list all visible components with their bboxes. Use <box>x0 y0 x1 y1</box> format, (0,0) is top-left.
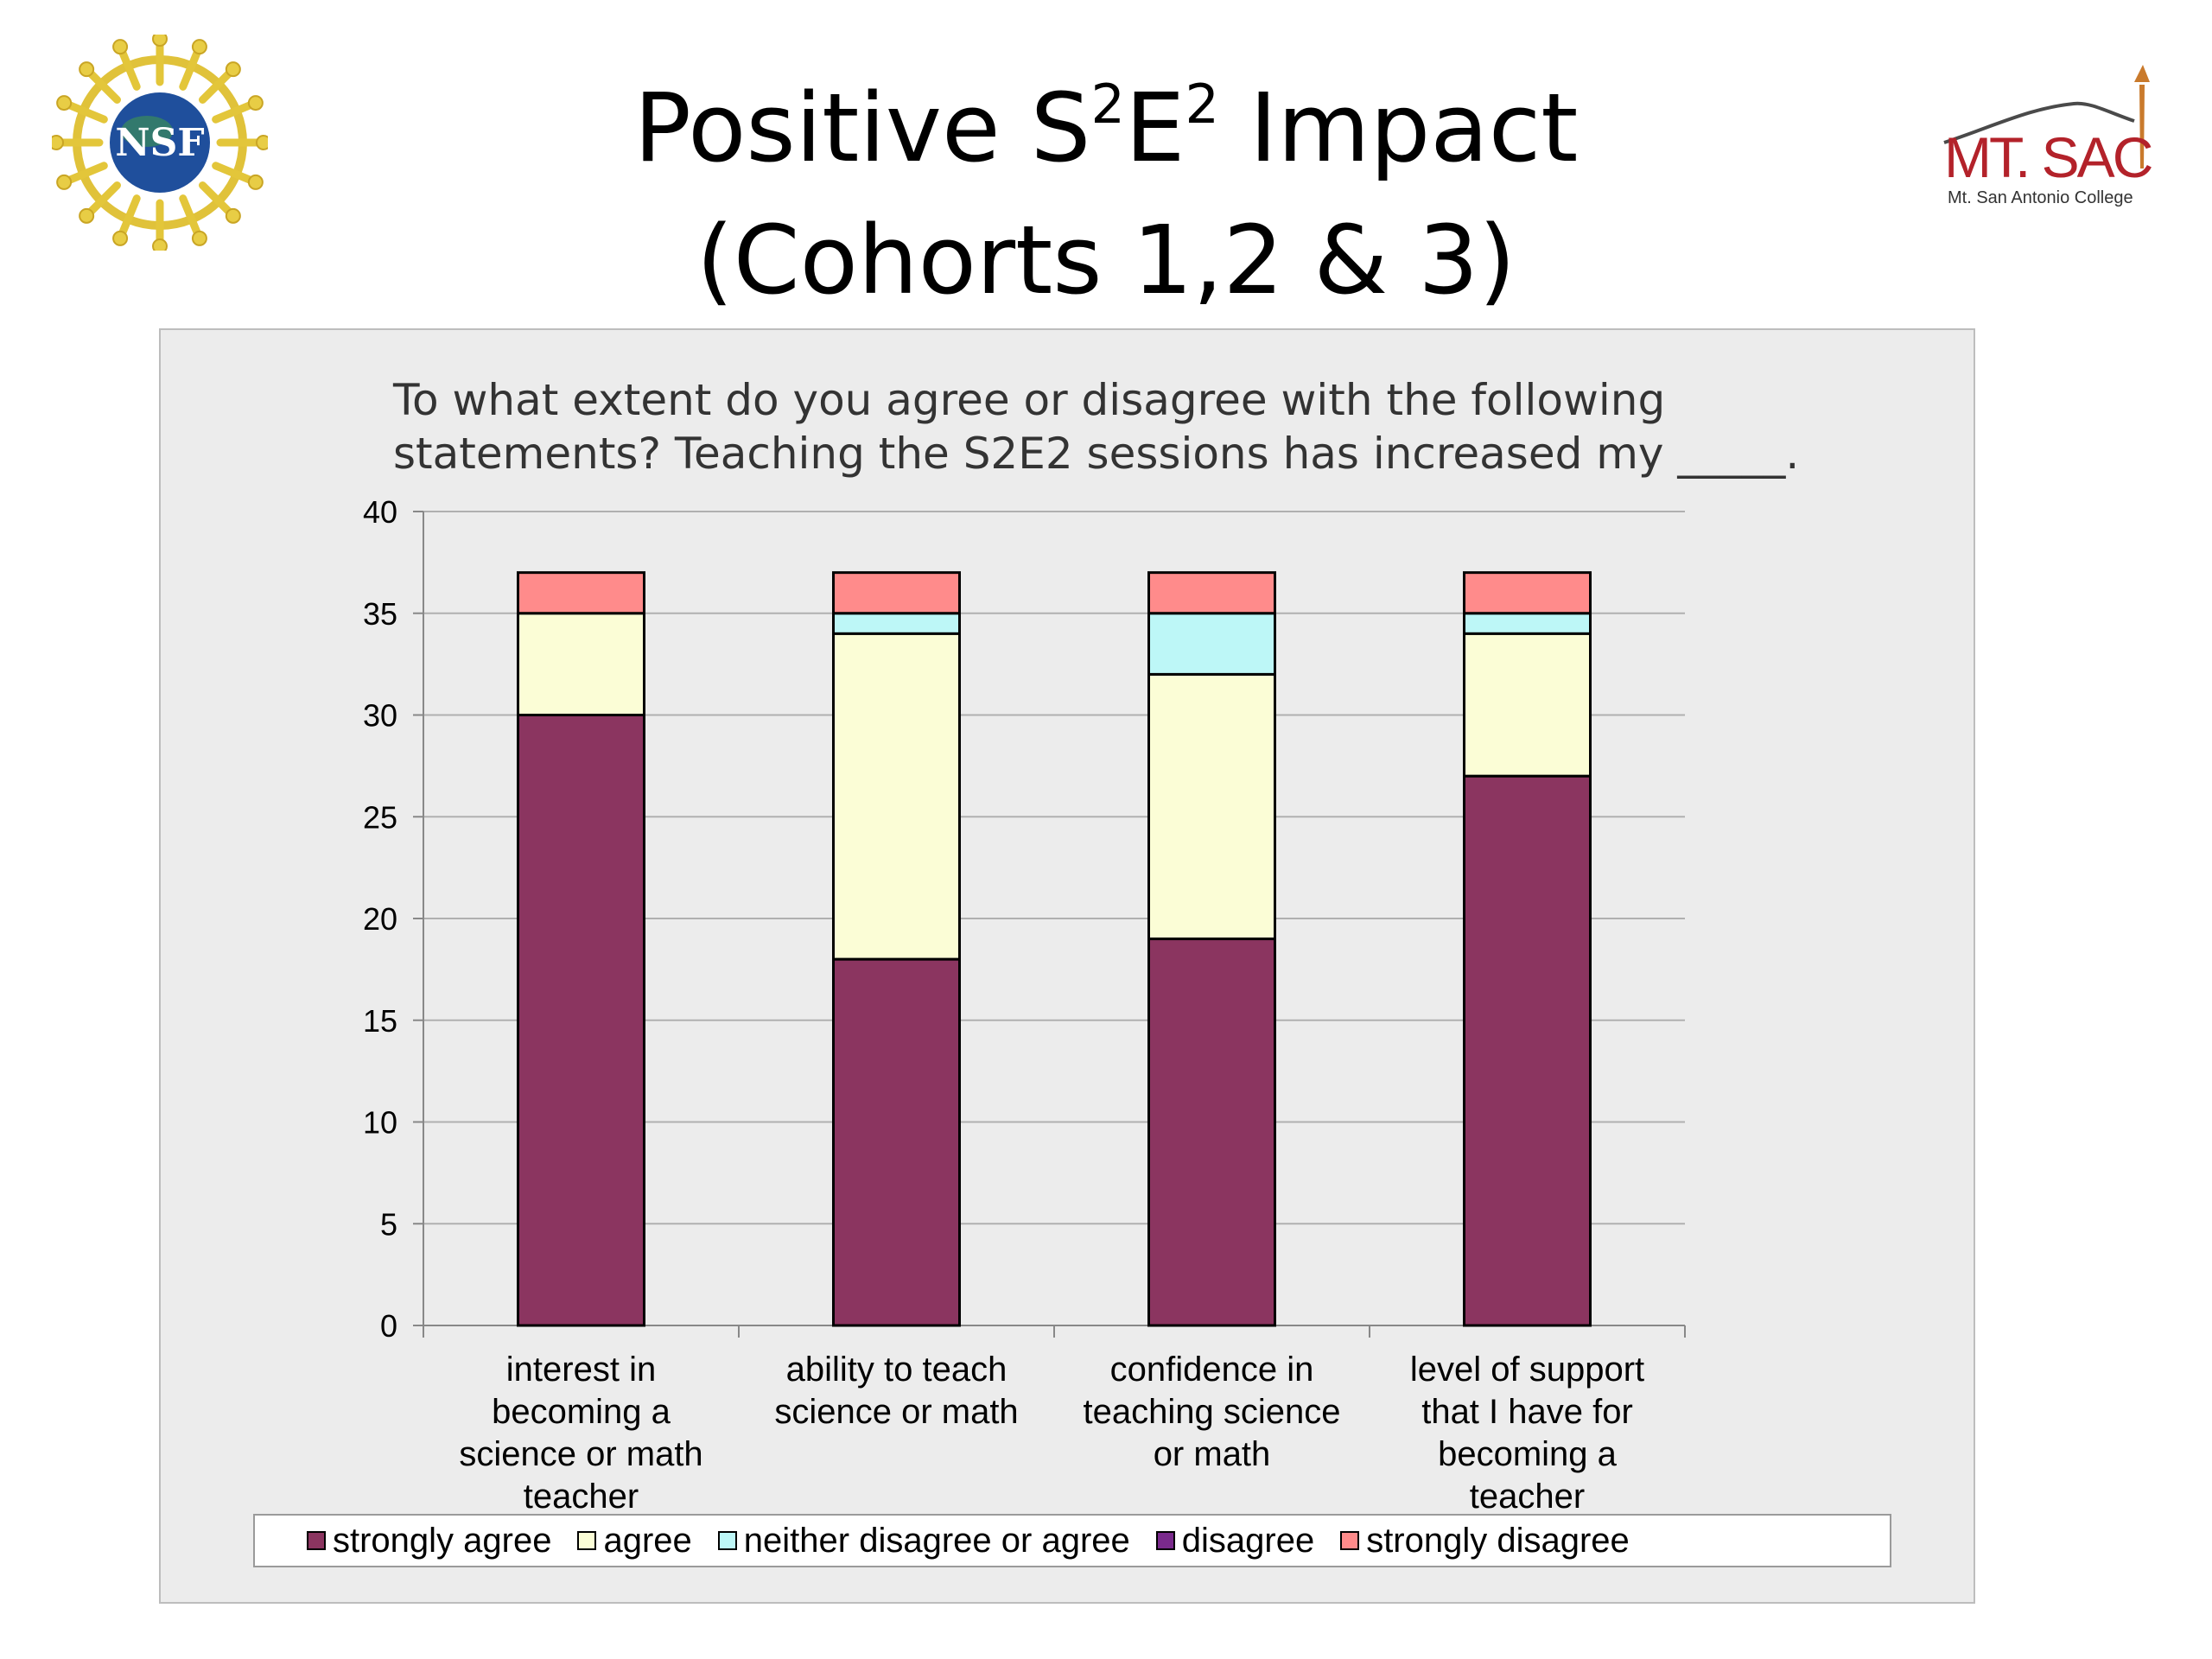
legend-item: disagree <box>1155 1521 1315 1560</box>
x-category-label: teacher <box>524 1478 639 1516</box>
y-tick-label: 15 <box>363 1003 397 1039</box>
y-tick-label: 20 <box>363 901 397 937</box>
mtsac-logo: MT. SAC Mt. San Antonio College <box>1943 65 2155 207</box>
title-part: Impact <box>1218 73 1579 183</box>
x-category-label: ability to teach <box>786 1351 1007 1389</box>
y-tick-label: 0 <box>380 1308 397 1344</box>
y-tick-label: 40 <box>363 494 397 530</box>
legend-swatch <box>1155 1531 1175 1550</box>
nsf-logo: NSF <box>52 35 268 251</box>
chart-title-line: statements? Teaching the S2E2 sessions h… <box>393 429 1799 479</box>
bar-segment <box>1463 571 1592 615</box>
legend-label: neither disagree or agree <box>743 1521 1130 1560</box>
x-category-label: becoming a <box>1438 1435 1618 1473</box>
title-line-2: (Cohorts 1,2 & 3) <box>696 205 1516 315</box>
legend-swatch <box>1340 1531 1360 1550</box>
mtsac-torch-icon <box>2134 65 2150 168</box>
chart-panel <box>159 328 1975 1604</box>
x-category-label: or math <box>1154 1435 1271 1473</box>
mtsac-logo-text: MT. SAC <box>1944 125 2152 189</box>
title-superscript: 2 <box>1090 73 1125 136</box>
bar-segment <box>1463 632 1592 778</box>
x-category-label: level of support <box>1410 1351 1644 1389</box>
y-tick-label: 10 <box>363 1105 397 1141</box>
legend-item: neither disagree or agree <box>717 1521 1130 1560</box>
x-category-label: teacher <box>1470 1478 1585 1516</box>
bar-segment <box>832 571 961 615</box>
bar-segment <box>1147 672 1276 941</box>
mtsac-mountain-icon <box>1943 101 2135 144</box>
legend-label: disagree <box>1181 1521 1315 1560</box>
title-part: Positive S <box>633 73 1091 183</box>
y-tick-label: 30 <box>363 698 397 734</box>
chart-title-line: To what extent do you agree or disagree … <box>392 375 1665 425</box>
bar-segment <box>1147 612 1276 676</box>
bar-segment <box>1147 571 1276 615</box>
x-category-label: confidence in <box>1110 1351 1314 1389</box>
bar-segment <box>1147 938 1276 1327</box>
bar-segment <box>517 714 645 1327</box>
nsf-logo-text: NSF <box>115 121 204 165</box>
x-category-label: that I have for <box>1421 1393 1633 1431</box>
bar-segment <box>832 632 961 961</box>
bar-segment <box>832 612 961 635</box>
legend-swatch <box>577 1531 597 1550</box>
x-category-label: interest in <box>506 1351 656 1389</box>
nsf-sunburst-icon <box>52 35 268 251</box>
chart-legend: strongly agree agree neither disagree or a… <box>253 1514 1891 1567</box>
y-tick-label: 35 <box>363 596 397 632</box>
title-line-1: Positive S2E2 Impact <box>0 69 2212 201</box>
y-tick-label: 5 <box>380 1206 397 1242</box>
slide-title: Positive S2E2 Impact (Cohorts 1,2 & 3) <box>0 69 2212 319</box>
y-tick-label: 25 <box>363 799 397 835</box>
x-category-label: teaching science <box>1084 1393 1341 1431</box>
bar-segment <box>832 957 961 1327</box>
x-category-label: science or math <box>459 1435 702 1473</box>
legend-label: strongly agree <box>333 1521 552 1560</box>
legend-item: strongly disagree <box>1340 1522 1630 1560</box>
bar-segment <box>517 612 645 716</box>
legend-item: strongly agree <box>307 1522 551 1560</box>
legend-swatch <box>717 1531 737 1550</box>
bar-segment <box>1463 612 1592 635</box>
legend-item: agree <box>577 1521 692 1560</box>
legend-swatch <box>307 1531 326 1550</box>
legend-label: agree <box>603 1521 692 1560</box>
title-superscript: 2 <box>1185 73 1219 136</box>
bar-segment <box>517 571 645 615</box>
x-category-label: becoming a <box>492 1393 671 1431</box>
legend-label: strongly disagree <box>1366 1521 1630 1560</box>
mtsac-logo-subtext: Mt. San Antonio College <box>1948 188 2133 207</box>
x-category-label: science or math <box>774 1393 1018 1431</box>
bar-segment <box>1463 774 1592 1327</box>
title-part: E <box>1124 73 1185 183</box>
